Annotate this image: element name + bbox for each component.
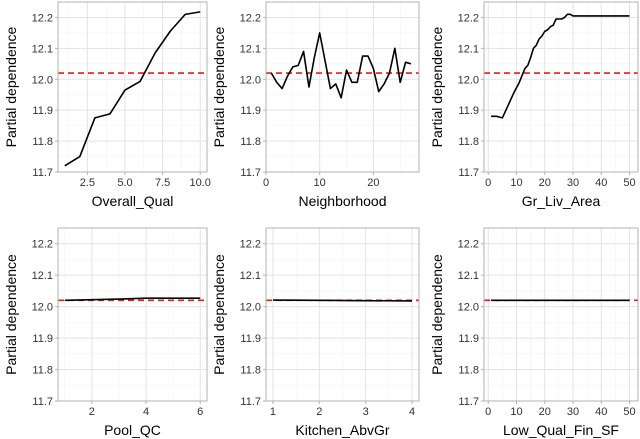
pdp-panel-overall-qual: 11.7 11.8 11.9 12.0 12.1 12.2 2.5 5.0 7.5 10.0 Ove… bbox=[3, 1, 211, 209]
panel-border bbox=[57, 227, 208, 402]
y-tick-label: 12.2 bbox=[32, 12, 53, 24]
pdp-series-line bbox=[64, 11, 201, 167]
x-tick-label: 40 bbox=[595, 177, 607, 189]
panel-border bbox=[483, 227, 639, 402]
y-tick-label: 11.8 bbox=[32, 136, 53, 148]
y-tick-label: 11.9 bbox=[240, 333, 261, 345]
y-axis-title: Partial dependence bbox=[429, 254, 445, 375]
y-tick-label: 11.9 bbox=[32, 333, 53, 345]
pdp-panel-low-qual-fin-sf: 11.7 11.8 11.9 12.0 12.1 12.2 0 10 20 30 40 50 Low_Q… bbox=[429, 227, 639, 438]
y-tick-label: 12.1 bbox=[458, 270, 479, 282]
y-tick-label: 11.8 bbox=[458, 136, 479, 148]
x-axis-title: Low_Qual_Fin_SF bbox=[503, 422, 619, 438]
x-axis-title: Gr_Liv_Area bbox=[522, 193, 601, 209]
x-tick-label: 10 bbox=[510, 177, 522, 189]
pdp-series-line bbox=[270, 32, 412, 99]
pdp-series-line bbox=[64, 297, 201, 302]
x-axis-title: Overall_Qual bbox=[92, 193, 174, 209]
y-tick-label: 12.1 bbox=[32, 270, 53, 282]
x-tick-label: 50 bbox=[623, 406, 635, 418]
pdp-panel-pool-qc: 11.7 11.8 11.9 12.0 12.1 12.2 2 4 6 Pool_QC Partia… bbox=[3, 227, 208, 438]
y-tick-label: 11.9 bbox=[32, 105, 53, 117]
x-tick-label: 2 bbox=[89, 406, 95, 418]
pdp-panel-gr-liv-area: 11.7 11.8 11.9 12.0 12.1 12.2 0 10 20 30 40 50 Gr_Li… bbox=[429, 1, 639, 209]
y-tick-label: 11.9 bbox=[240, 105, 261, 117]
y-axis-title: Partial dependence bbox=[211, 26, 227, 147]
x-tick-label: 0 bbox=[485, 406, 491, 418]
y-axis-title: Partial dependence bbox=[429, 26, 445, 147]
x-tick-label: 2 bbox=[316, 406, 322, 418]
x-tick-label: 4 bbox=[143, 406, 149, 418]
y-tick-label: 12.0 bbox=[240, 302, 261, 314]
x-tick-label: 20 bbox=[367, 177, 379, 189]
y-tick-label: 11.8 bbox=[240, 365, 261, 377]
y-axis-title: Partial dependence bbox=[3, 254, 19, 375]
panel-background bbox=[58, 2, 207, 172]
y-tick-label: 11.8 bbox=[458, 365, 479, 377]
x-axis-title: Neighborhood bbox=[299, 193, 387, 209]
pdp-series-line bbox=[272, 299, 413, 302]
y-tick-label: 11.8 bbox=[32, 365, 53, 377]
panel-background bbox=[58, 228, 207, 401]
y-tick-label: 11.7 bbox=[32, 396, 53, 408]
y-tick-label: 12.2 bbox=[458, 12, 479, 24]
y-tick-label: 12.1 bbox=[240, 43, 261, 55]
x-tick-label: 0 bbox=[263, 177, 269, 189]
x-axis-title: Pool_QC bbox=[104, 422, 161, 438]
x-tick-label: 50 bbox=[623, 177, 635, 189]
y-tick-label: 12.0 bbox=[32, 74, 53, 86]
x-axis-title: Kitchen_AbvGr bbox=[295, 422, 389, 438]
x-tick-label: 0 bbox=[485, 177, 491, 189]
panel-border bbox=[57, 1, 208, 173]
x-tick-label: 6 bbox=[197, 406, 203, 418]
x-tick-label: 20 bbox=[539, 406, 551, 418]
y-tick-label: 11.9 bbox=[458, 333, 479, 345]
y-tick-label: 11.7 bbox=[458, 396, 479, 408]
y-tick-label: 12.2 bbox=[458, 239, 479, 251]
y-tick-label: 11.7 bbox=[240, 396, 261, 408]
y-tick-label: 12.2 bbox=[32, 239, 53, 251]
y-axis-title: Partial dependence bbox=[3, 26, 19, 147]
x-tick-label: 20 bbox=[539, 177, 551, 189]
x-tick-label: 40 bbox=[595, 406, 607, 418]
y-tick-label: 12.2 bbox=[240, 239, 261, 251]
pdp-panel-kitchen-abvgr: 11.7 11.8 11.9 12.0 12.1 12.2 1 2 3 4 Kitchen_AbvG… bbox=[211, 227, 420, 438]
y-tick-label: 12.1 bbox=[240, 270, 261, 282]
pdp-panel-neighborhood: 11.7 11.8 11.9 12.0 12.1 12.2 0 10 20 Neighborhoo… bbox=[211, 1, 420, 209]
panel-background bbox=[484, 228, 638, 401]
pdp-series-line bbox=[491, 13, 630, 119]
y-tick-label: 11.8 bbox=[240, 136, 261, 148]
y-tick-label: 12.0 bbox=[458, 302, 479, 314]
x-tick-label: 10 bbox=[510, 406, 522, 418]
x-tick-label: 10.0 bbox=[190, 177, 211, 189]
y-tick-label: 11.7 bbox=[32, 167, 53, 179]
y-tick-label: 11.7 bbox=[458, 167, 479, 179]
y-tick-label: 11.7 bbox=[240, 167, 261, 179]
x-tick-label: 2.5 bbox=[80, 177, 95, 189]
x-tick-label: 30 bbox=[567, 177, 579, 189]
y-tick-label: 11.9 bbox=[458, 105, 479, 117]
panel-border bbox=[265, 1, 420, 173]
x-tick-label: 5.0 bbox=[117, 177, 132, 189]
x-tick-label: 3 bbox=[363, 406, 369, 418]
panel-background bbox=[484, 2, 638, 172]
y-tick-label: 12.0 bbox=[458, 74, 479, 86]
y-tick-label: 12.0 bbox=[240, 74, 261, 86]
y-axis-title: Partial dependence bbox=[211, 254, 227, 375]
y-tick-label: 12.2 bbox=[240, 12, 261, 24]
x-tick-label: 7.5 bbox=[155, 177, 170, 189]
x-tick-label: 30 bbox=[567, 406, 579, 418]
y-tick-label: 12.1 bbox=[32, 43, 53, 55]
x-tick-label: 10 bbox=[314, 177, 326, 189]
x-tick-label: 4 bbox=[409, 406, 415, 418]
y-tick-label: 12.1 bbox=[458, 43, 479, 55]
panel-border bbox=[265, 227, 420, 402]
panel-border bbox=[483, 1, 639, 173]
x-tick-label: 1 bbox=[270, 406, 276, 418]
y-tick-label: 12.0 bbox=[32, 302, 53, 314]
